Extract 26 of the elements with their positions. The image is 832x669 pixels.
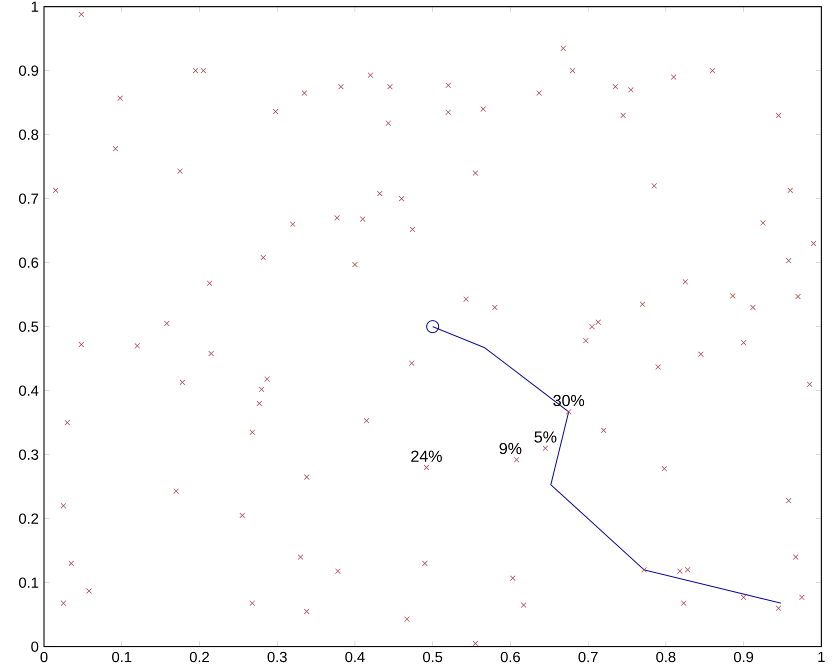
y-tick-label: 0.7 (19, 193, 38, 204)
x-tick-label: 0.1 (112, 652, 132, 662)
x-tick-label: 0.2 (190, 652, 209, 662)
x-tick-label: 0.4 (345, 652, 365, 662)
x-tick-label: 1 (818, 652, 825, 662)
x-tick-label: 0 (40, 652, 48, 662)
y-tick-label: 0.6 (19, 257, 38, 268)
x-tick-label: 0.3 (268, 652, 287, 662)
x-tick-label: 0.6 (500, 652, 520, 662)
annotation: 9% (500, 442, 522, 454)
y-tick-label: 0.9 (19, 65, 38, 76)
y-tick-label: 0.4 (19, 385, 38, 396)
y-tick-label: 0.2 (19, 513, 38, 524)
y-tick-label: 0.3 (19, 449, 38, 460)
x-tick-label: 0.7 (578, 652, 598, 662)
y-tick-label: 0 (31, 641, 38, 652)
x-tick-label: 0.8 (656, 652, 676, 662)
x-tick-label: 0.9 (734, 652, 754, 662)
y-tick-label: 0.5 (19, 321, 38, 332)
y-tick-label: 1 (32, 1, 38, 12)
y-tick-label: 0.8 (19, 129, 38, 140)
x-tick-label: 0.5 (423, 652, 442, 662)
annotation: 5% (534, 431, 556, 442)
y-tick-label: 0.1 (19, 577, 38, 588)
annotation: 30% (553, 394, 584, 406)
annotation: 24% (411, 450, 442, 462)
